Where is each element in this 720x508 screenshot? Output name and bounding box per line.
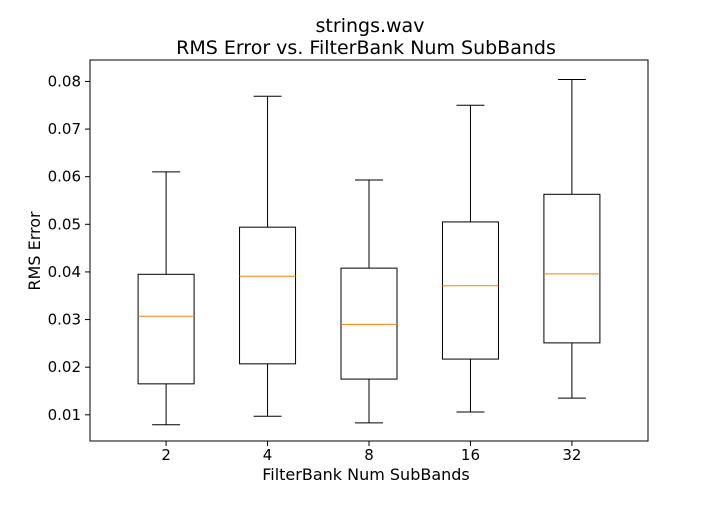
y-tick-label: 0.02 — [48, 358, 81, 376]
y-tick-label: 0.03 — [48, 311, 81, 329]
x-tick-label: 32 — [562, 446, 581, 464]
plot-frame — [89, 59, 649, 442]
y-tick-label: 0.08 — [48, 72, 81, 90]
box-iqr — [543, 193, 601, 344]
x-axis-label: FilterBank Num SubBands — [262, 465, 470, 484]
y-tick-label: 0.04 — [48, 263, 81, 281]
chart-title: strings.wav — [316, 15, 425, 37]
y-tick-label: 0.01 — [48, 406, 81, 424]
chart-subtitle: RMS Error vs. FilterBank Num SubBands — [176, 37, 556, 59]
y-tick-label: 0.06 — [48, 168, 81, 186]
box-iqr — [137, 273, 195, 385]
plot-area: 0.01 0.02 0.03 0.04 0.05 0.06 0.07 0.08 2 4 8 16 32 — [48, 72, 601, 464]
box-iqr — [340, 267, 398, 380]
box-iqr — [239, 226, 297, 365]
x-tick-label: 4 — [263, 446, 273, 464]
x-tick-label: 8 — [364, 446, 374, 464]
box-iqr — [441, 221, 499, 360]
y-tick-label: 0.05 — [48, 215, 81, 233]
y-axis-label: RMS Error — [25, 211, 44, 291]
y-tick-label: 0.07 — [48, 120, 81, 138]
x-tick-label: 2 — [161, 446, 171, 464]
x-tick-label: 16 — [461, 446, 480, 464]
